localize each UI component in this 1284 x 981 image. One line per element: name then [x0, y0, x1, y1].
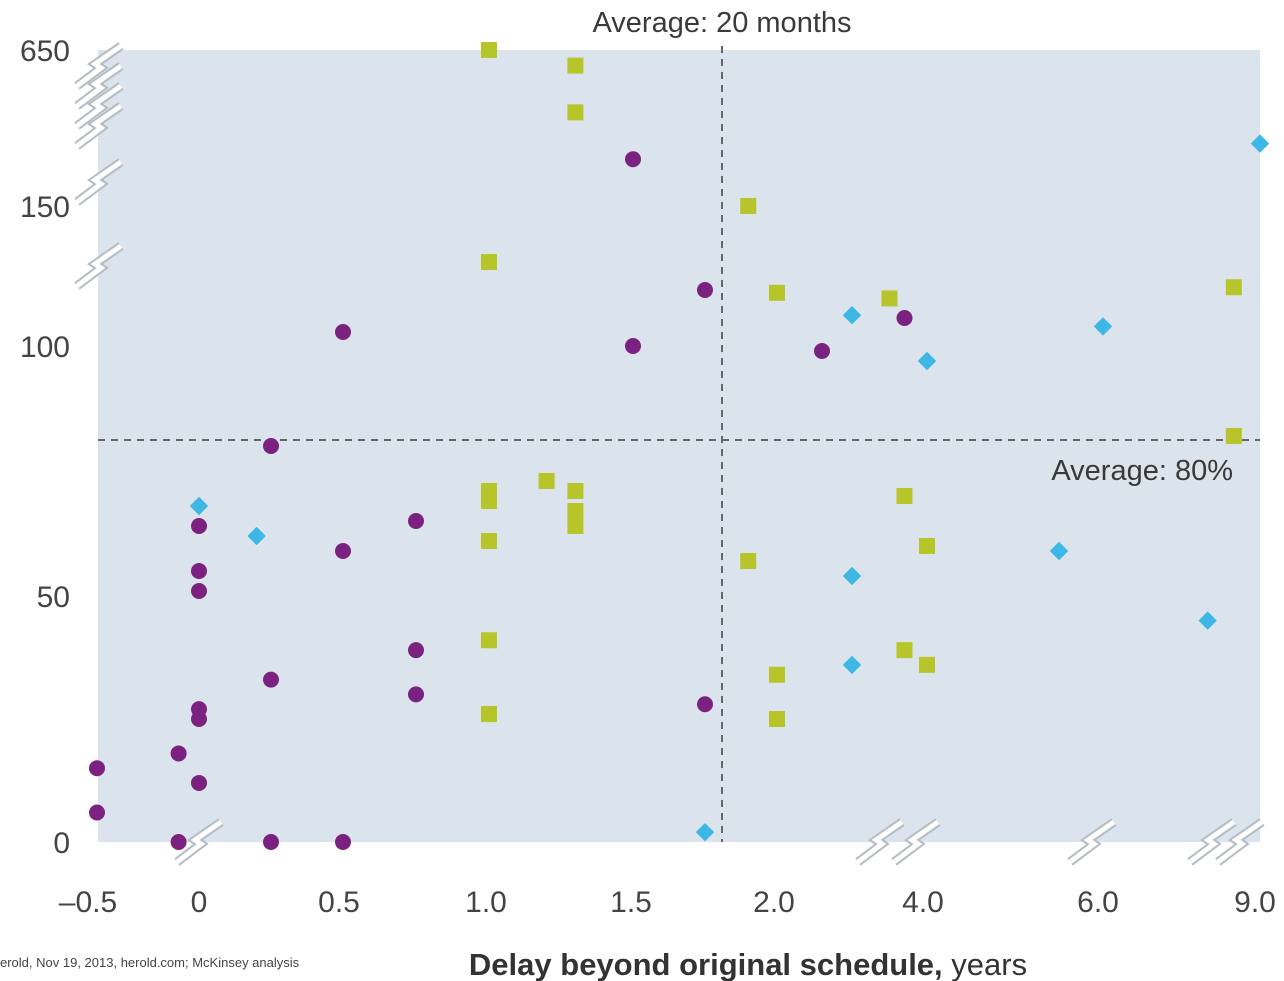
square-point [919, 656, 935, 673]
axis-break-mark-inner [1068, 819, 1116, 864]
axis-break-mark-inner [1216, 819, 1264, 864]
square-point [481, 254, 497, 270]
square-point [567, 57, 584, 74]
circle-point [896, 310, 913, 326]
square-point [481, 493, 497, 509]
circle-point [89, 760, 105, 777]
square-point [481, 706, 497, 723]
circle-point [191, 774, 207, 791]
source-note: erold, Nov 19, 2013, herold.com; McKinse… [0, 955, 300, 970]
circle-point [191, 711, 207, 727]
x-axis-title-unit: years [943, 947, 1027, 981]
circle-point [625, 338, 641, 354]
square-point [740, 198, 757, 214]
axis-break-mark-inner [75, 159, 123, 204]
circle-point [408, 642, 424, 659]
circle-point [697, 282, 713, 298]
axis-break-mark-inner [892, 819, 940, 864]
x-tick-label: 4.0 [902, 886, 944, 919]
x-tick-label: 2.0 [753, 886, 795, 919]
x-tick-labels: –0.5 0 0.5 1.0 1.5 2.0 4.0 6.0 9.0 [59, 886, 1276, 919]
axis-break-mark-inner [1188, 819, 1236, 864]
square-point [567, 518, 584, 534]
diamond-point [1093, 317, 1113, 336]
axis-break-mark-inner [856, 819, 904, 864]
x-tick-label: 1.5 [610, 886, 652, 919]
circle-point [191, 563, 207, 579]
diamond-point [695, 822, 715, 842]
axis-break-mark-inner [75, 63, 123, 108]
square-point [1225, 279, 1242, 296]
square-point [769, 284, 785, 301]
square-point [740, 553, 757, 569]
x-tick-label: 0 [191, 886, 208, 919]
diamond-point [842, 655, 862, 675]
square-point [538, 473, 555, 489]
x-tick-label: –0.5 [59, 886, 117, 919]
y-tick-label: 50 [37, 581, 70, 614]
diamond-point [1198, 611, 1217, 630]
x-axis-title: Delay beyond original schedule, years [469, 947, 1027, 981]
square-point [567, 483, 584, 499]
plot-background [98, 50, 1260, 842]
square-point [567, 104, 584, 121]
circle-point [408, 513, 424, 529]
axis-break-mark-inner [175, 819, 223, 864]
diamond-point [247, 526, 266, 546]
diamond-point [1250, 134, 1270, 153]
square-point [896, 642, 913, 659]
square-point [769, 711, 785, 727]
square-point [881, 290, 898, 307]
y-tick-label: 0 [53, 827, 70, 860]
circle-point [191, 583, 207, 599]
average-x-label: Average: 20 months [592, 7, 851, 39]
average-y-label: Average: 80% [1051, 455, 1233, 487]
x-tick-label: 9.0 [1234, 886, 1276, 919]
circle-point [170, 834, 187, 850]
diamond-point [189, 496, 209, 516]
diamond-point [1049, 541, 1069, 561]
diamond-point [917, 351, 937, 371]
square-point [481, 42, 497, 58]
circle-point [625, 151, 641, 168]
circle-point [335, 324, 351, 340]
square-point [919, 538, 935, 554]
circle-point [335, 834, 351, 850]
circle-point [814, 343, 830, 359]
circle-point [191, 518, 207, 534]
data-points [89, 42, 1270, 850]
axis-break-mark-inner [75, 43, 123, 88]
y-tick-label: 650 [20, 35, 70, 68]
x-axis-title-main: Delay beyond original schedule, [469, 947, 943, 981]
circle-point [408, 686, 424, 703]
y-tick-label: 150 [20, 191, 70, 224]
circle-point [89, 804, 105, 821]
square-point [481, 632, 497, 649]
square-point [567, 503, 584, 519]
square-point [896, 488, 913, 504]
circle-point [170, 745, 187, 762]
circle-point [263, 438, 279, 454]
axis-break-mark-inner [75, 83, 123, 128]
y-tick-labels: 0 50 100 150 650 [20, 35, 70, 860]
circle-point [697, 696, 713, 713]
square-point [769, 666, 785, 683]
axis-break-mark-inner [75, 103, 123, 148]
x-tick-label: 6.0 [1077, 886, 1119, 919]
square-point [481, 533, 497, 549]
diamond-point [842, 306, 862, 325]
square-point [1225, 428, 1242, 444]
circle-point [263, 834, 279, 850]
axis-break-marks [74, 42, 1265, 866]
axis-break-mark-inner [75, 243, 123, 288]
circle-point [335, 543, 351, 559]
diamond-point [842, 566, 862, 586]
x-tick-label: 1.0 [465, 886, 507, 919]
circle-point [263, 671, 279, 688]
y-tick-label: 100 [20, 331, 70, 364]
x-tick-label: 0.5 [318, 886, 360, 919]
